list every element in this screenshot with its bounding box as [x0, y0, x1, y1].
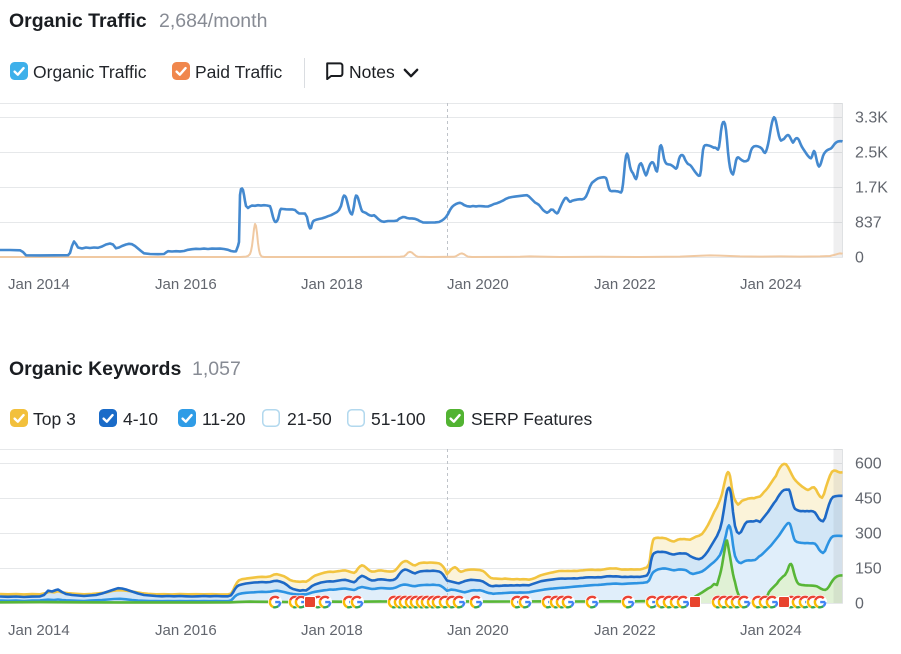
svg-text:837: 837 [855, 215, 882, 232]
svg-text:Jan 2024: Jan 2024 [740, 276, 802, 293]
svg-text:Jan 2024: Jan 2024 [740, 622, 802, 639]
svg-text:Jan 2022: Jan 2022 [594, 622, 656, 639]
svg-text:300: 300 [855, 526, 882, 543]
svg-text:3.3K: 3.3K [855, 110, 888, 127]
svg-text:600: 600 [855, 456, 882, 473]
svg-text:0: 0 [855, 596, 864, 613]
svg-text:Jan 2016: Jan 2016 [155, 622, 217, 639]
svg-text:Jan 2014: Jan 2014 [8, 276, 70, 293]
svg-text:2.5K: 2.5K [855, 145, 888, 162]
svg-text:0: 0 [855, 250, 864, 267]
svg-text:Jan 2020: Jan 2020 [447, 276, 509, 293]
svg-text:1.7K: 1.7K [855, 180, 888, 197]
svg-text:150: 150 [855, 561, 882, 578]
svg-text:Jan 2022: Jan 2022 [594, 276, 656, 293]
svg-text:Jan 2020: Jan 2020 [447, 622, 509, 639]
svg-text:Jan 2018: Jan 2018 [301, 276, 363, 293]
svg-text:450: 450 [855, 491, 882, 508]
svg-text:Jan 2016: Jan 2016 [155, 276, 217, 293]
svg-text:Jan 2014: Jan 2014 [8, 622, 70, 639]
svg-text:Jan 2018: Jan 2018 [301, 622, 363, 639]
